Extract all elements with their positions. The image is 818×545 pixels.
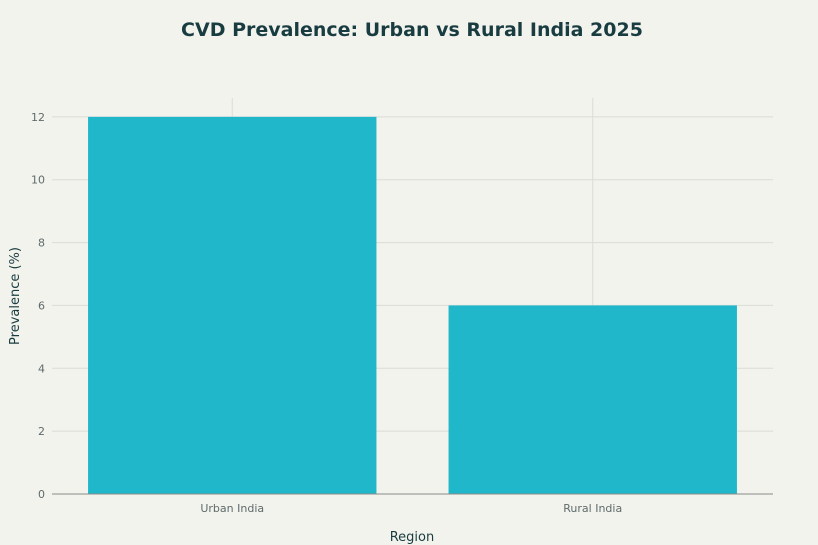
x-axis-title: Region [390,530,435,545]
y-tick-label-2: 2 [38,425,45,438]
x-tick-label-0: Urban India [200,502,264,515]
bar-rural-india [448,305,737,494]
bar-urban-india [88,116,377,494]
y-tick-label-0: 0 [38,488,45,501]
y-axis-title: Prevalence (%) [8,247,23,345]
y-tick-label-6: 6 [38,299,45,312]
x-tick-label-1: Rural India [563,502,622,515]
y-tick-label-10: 10 [31,174,45,187]
bars [88,116,737,494]
y-tick-label-12: 12 [31,111,45,124]
y-tick-label-8: 8 [38,237,45,250]
chart-title: CVD Prevalence: Urban vs Rural India 202… [181,19,643,41]
y-tick-labels: 0 2 4 6 8 10 12 [31,111,45,501]
y-tick-label-4: 4 [38,362,45,375]
x-tick-labels: Urban India Rural India [200,502,622,515]
